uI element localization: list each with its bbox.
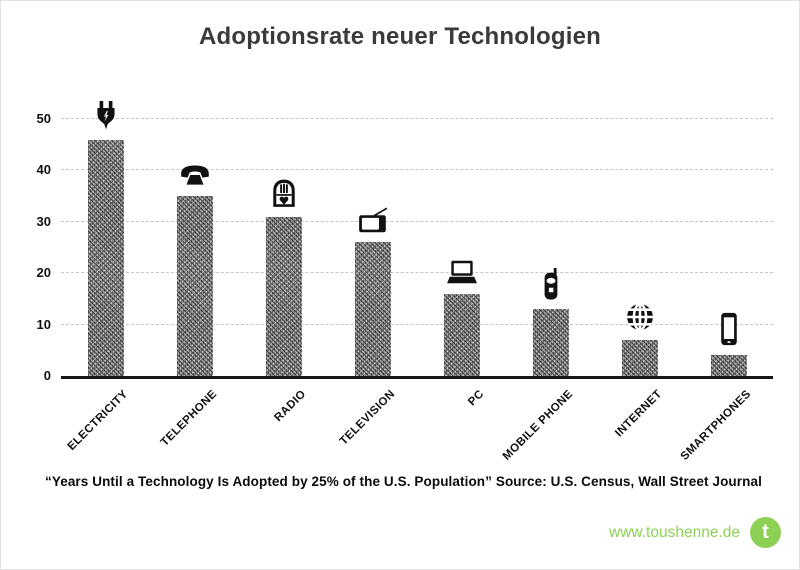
logo-letter: t xyxy=(762,521,769,543)
gridline xyxy=(61,220,773,222)
bar-group-telephone: TELEPHONE xyxy=(150,119,239,449)
crt-tv-icon xyxy=(357,207,389,233)
toushenne-logo: t xyxy=(750,517,781,548)
tube-radio-icon xyxy=(271,178,297,208)
y-tick-label: 30 xyxy=(36,213,51,229)
bar-group-radio: RADIO xyxy=(239,119,328,424)
bar-electricity xyxy=(87,139,124,376)
bar-group-pc: PC xyxy=(417,119,506,408)
smartphone-icon xyxy=(719,312,739,346)
y-tick-label: 20 xyxy=(36,265,51,281)
flip-phone-icon xyxy=(541,268,561,300)
gridline xyxy=(61,323,773,325)
y-tick-label: 0 xyxy=(43,368,51,383)
bar-internet xyxy=(621,340,658,376)
gridline xyxy=(61,118,773,119)
footer: www.toushenne.de t xyxy=(609,517,781,548)
plot-area: ELECTRICITY TELEPHONE xyxy=(61,100,773,463)
bar-radio xyxy=(265,216,302,376)
rotary-telephone-icon xyxy=(178,163,212,187)
bar-telephone xyxy=(176,196,213,376)
gridline xyxy=(61,169,773,171)
y-tick-label: 10 xyxy=(36,316,51,332)
bar-group-television: TELEVISION xyxy=(328,119,417,448)
bar-smartphones xyxy=(710,355,747,376)
laptop-icon xyxy=(446,259,478,285)
y-tick-label: 50 xyxy=(36,111,51,126)
bar-pc xyxy=(443,293,480,376)
website-link[interactable]: www.toushenne.de xyxy=(609,523,740,541)
bar-group-internet: INTERNET xyxy=(595,119,684,439)
bar-mobile-phone xyxy=(532,309,569,376)
bar-group-smartphones: SMARTPHONES xyxy=(678,119,773,463)
y-tick-label: 40 xyxy=(36,162,51,178)
source-caption: “Years Until a Technology Is Adopted by … xyxy=(45,474,762,489)
gridline xyxy=(61,272,773,274)
power-plug-icon xyxy=(93,100,119,131)
chart-title: Adoptionsrate neuer Technologien xyxy=(199,23,601,50)
globe-icon xyxy=(625,303,654,332)
bar-group-electricity: ELECTRICITY xyxy=(61,100,150,453)
y-axis: 0 10 20 30 40 50 xyxy=(15,112,55,383)
bar-group-mobile-phone: MOBILE PHONE xyxy=(500,119,595,463)
bar-television xyxy=(354,242,391,376)
